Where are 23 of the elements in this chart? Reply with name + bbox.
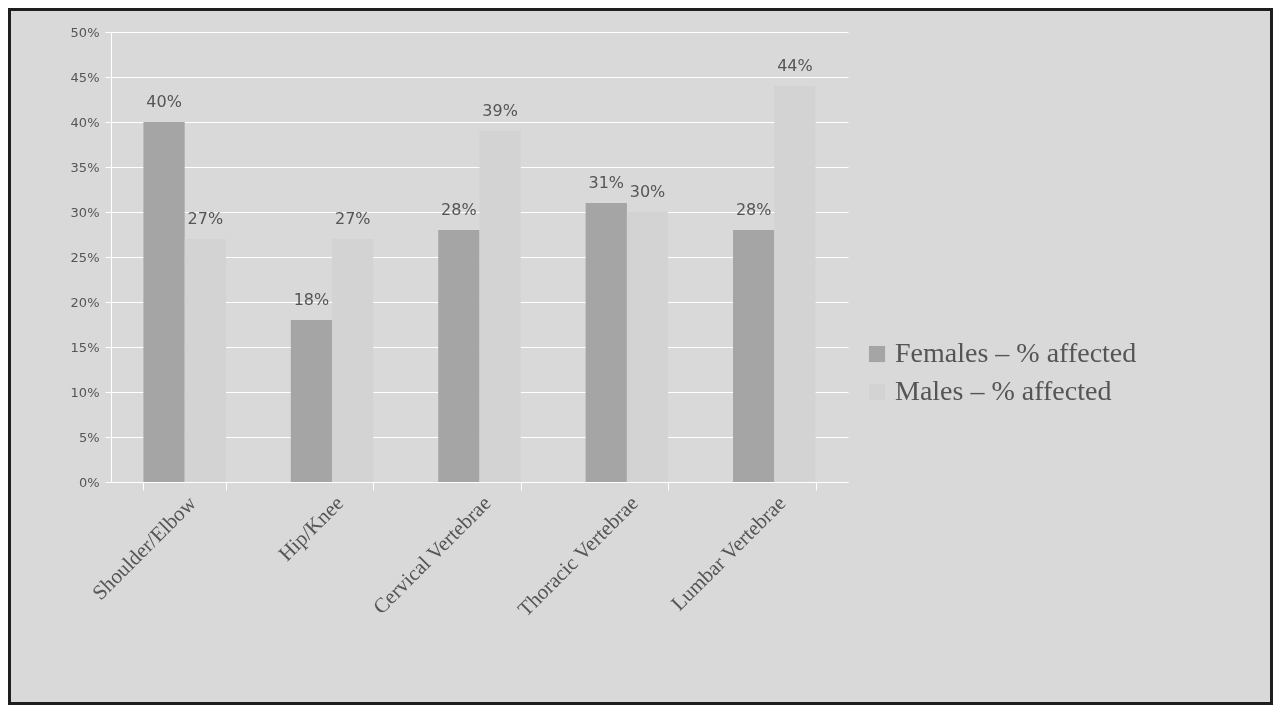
legend-label: Females – % affected [895, 337, 1137, 368]
data-label: 39% [482, 101, 518, 120]
data-label: 31% [588, 173, 625, 192]
y-tick-label: 45% [70, 69, 100, 85]
y-tick-label: 40% [70, 114, 100, 130]
y-tick-label: 35% [70, 159, 100, 175]
data-label: 30% [629, 182, 666, 201]
y-tick-label: 25% [70, 249, 100, 265]
data-label: 40% [146, 92, 182, 111]
y-tick-label: 20% [70, 294, 100, 310]
y-tick-label: 5% [78, 429, 100, 445]
data-label: 27% [334, 209, 371, 228]
y-tick-label: 0% [78, 474, 100, 490]
data-label: 28% [441, 200, 477, 219]
y-tick-label: 50% [70, 24, 100, 40]
data-label: 28% [735, 200, 772, 219]
y-tick-label: 10% [70, 384, 100, 400]
data-label: 44% [777, 56, 813, 75]
legend-label: Males – % affected [895, 375, 1112, 406]
y-tick-label: 15% [70, 339, 100, 355]
data-label: 27% [187, 209, 224, 228]
y-tick-label: 30% [70, 204, 100, 220]
data-label: 18% [293, 290, 330, 309]
